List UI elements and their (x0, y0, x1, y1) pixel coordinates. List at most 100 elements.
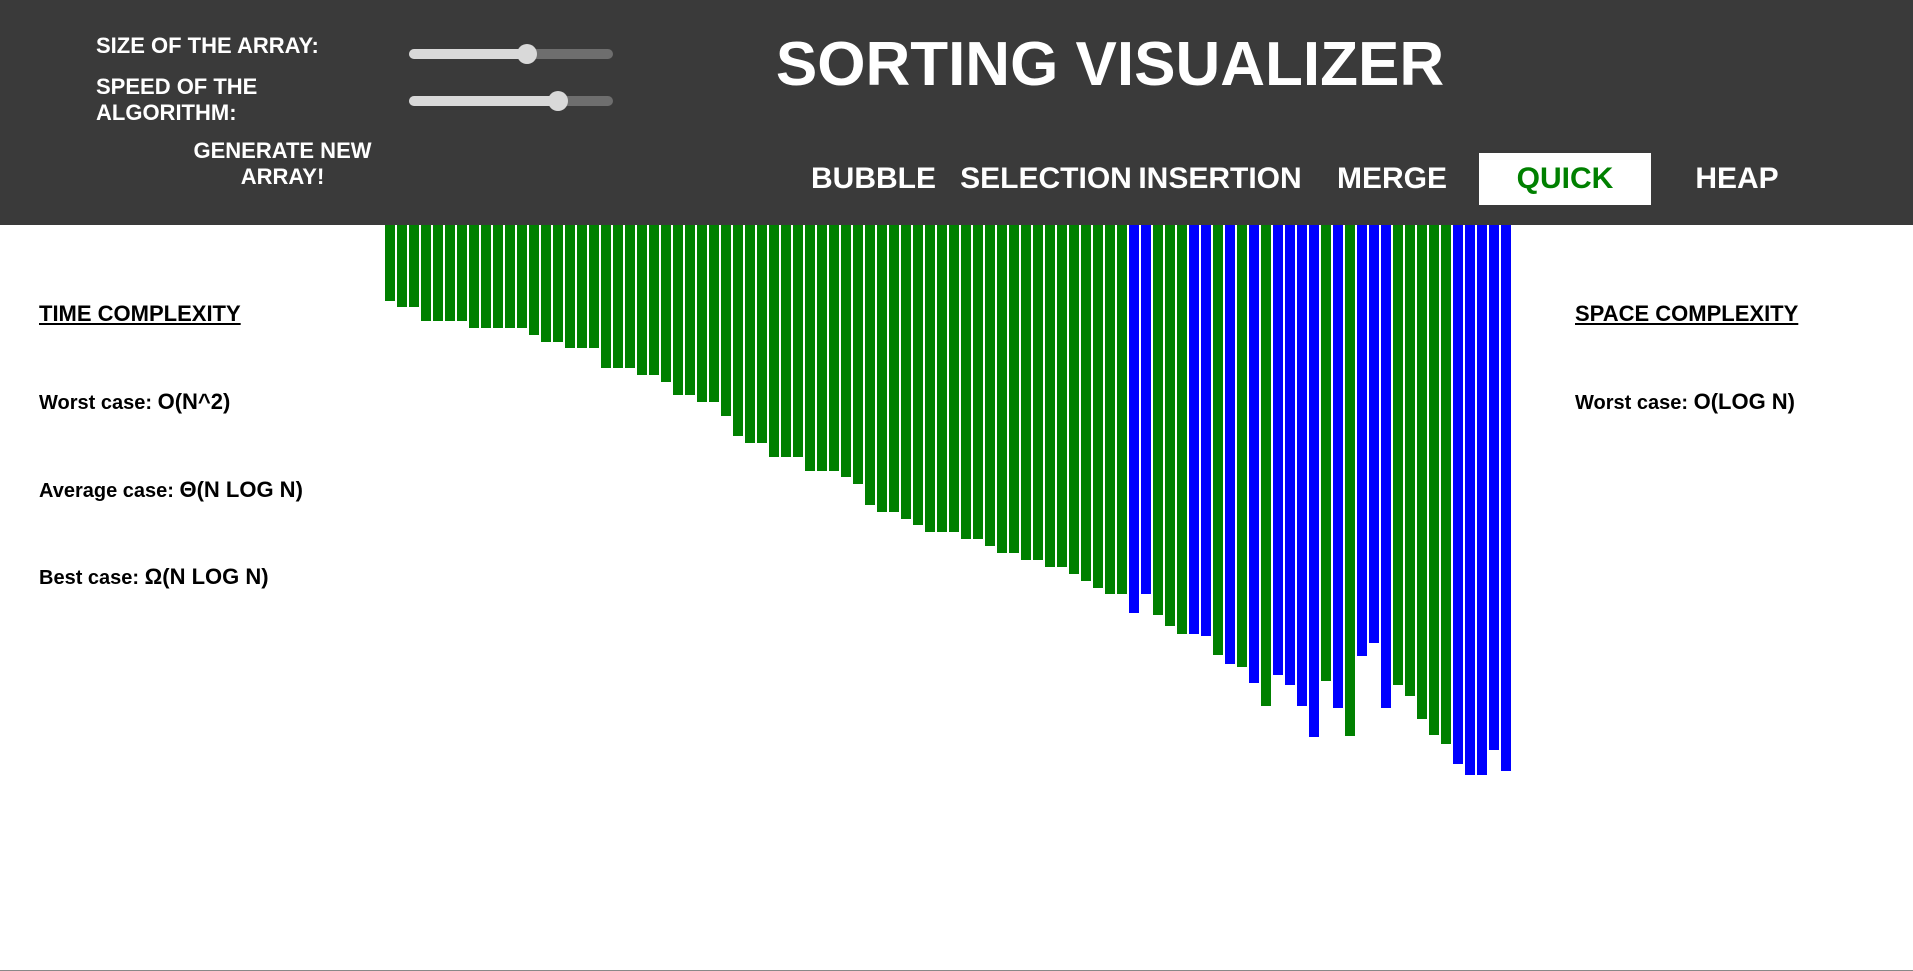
array-bar (1237, 225, 1247, 667)
slider-fill (409, 49, 528, 59)
slider-thumb[interactable] (517, 44, 538, 64)
array-bar (1177, 225, 1187, 634)
slider-fill (409, 96, 558, 106)
array-bar (1105, 225, 1115, 594)
array-bar (397, 225, 407, 307)
array-bar (1429, 225, 1439, 735)
algorithm-speed-slider[interactable] (409, 91, 613, 111)
array-bar (709, 225, 719, 402)
array-bar (589, 225, 599, 348)
array-bar (877, 225, 887, 512)
array-bar (517, 225, 527, 328)
array-bar (1417, 225, 1427, 719)
array-bar (661, 225, 671, 382)
speed-label: SPEED OF THE ALGORITHM: (96, 74, 257, 126)
heap-sort-button[interactable]: HEAP (1695, 162, 1779, 195)
array-bar (805, 225, 815, 471)
array-bar (1501, 225, 1511, 771)
array-bar (529, 225, 539, 335)
array-bar (637, 225, 647, 375)
size-label: SIZE OF THE ARRAY: (96, 33, 319, 58)
array-bar (1189, 225, 1199, 634)
array-bar (1009, 225, 1019, 553)
array-bar (1165, 225, 1175, 626)
array-bar (649, 225, 659, 375)
header-bar: SIZE OF THE ARRAY: SPEED OF THE ALGORITH… (0, 0, 1913, 225)
array-bar (841, 225, 851, 477)
generate-label-line1: GENERATE NEW (193, 138, 372, 163)
slider-thumb[interactable] (547, 91, 568, 111)
worst-case-value: O(N^2) (157, 389, 231, 414)
array-bar (961, 225, 971, 539)
average-case-label: Average case: (39, 480, 174, 502)
space-worst-case-value: O(LOG N) (1693, 389, 1796, 414)
time-worst-case: Worst case: O(N^2) (39, 389, 230, 415)
insertion-sort-button[interactable]: INSERTION (1138, 162, 1302, 195)
array-bar (1249, 225, 1259, 683)
array-bar (1345, 225, 1355, 736)
array-bar (469, 225, 479, 328)
array-bar (1117, 225, 1127, 594)
array-bar (733, 225, 743, 436)
array-bar (781, 225, 791, 457)
array-bar (901, 225, 911, 519)
array-bar (829, 225, 839, 471)
space-complexity-heading: SPACE COMPLEXITY (1575, 301, 1799, 326)
array-bar (1261, 225, 1271, 706)
array-bar (949, 225, 959, 532)
array-bar (793, 225, 803, 457)
speed-label-line1: SPEED OF THE (96, 74, 258, 99)
array-bar (1369, 225, 1379, 643)
merge-sort-button[interactable]: MERGE (1336, 162, 1447, 195)
array-bar (1441, 225, 1451, 744)
array-bar (1321, 225, 1331, 681)
average-case-value: Θ(N LOG N) (179, 477, 303, 502)
array-bar (613, 225, 623, 368)
array-bar (745, 225, 755, 443)
array-bar (1297, 225, 1307, 706)
array-bar (1465, 225, 1475, 775)
array-bar (565, 225, 575, 348)
array-bar (1045, 225, 1055, 567)
array-bar (1393, 225, 1403, 685)
array-bar (481, 225, 491, 328)
space-worst-case: Worst case: O(LOG N) (1575, 389, 1795, 415)
array-bar (1333, 225, 1343, 708)
time-best-case: Best case: Ω(N LOG N) (39, 564, 269, 590)
speed-label-line2: ALGORITHM: (96, 100, 237, 125)
bubble-sort-button[interactable]: BUBBLE (811, 162, 936, 195)
generate-label-line2: ARRAY! (240, 164, 325, 189)
array-bar (853, 225, 863, 484)
array-bar (697, 225, 707, 402)
array-bar (493, 225, 503, 328)
generate-new-array-button[interactable]: GENERATE NEW ARRAY! (180, 138, 385, 190)
best-case-value: Ω(N LOG N) (144, 564, 269, 589)
array-bar (421, 225, 431, 321)
array-bar (433, 225, 443, 321)
array-bar (769, 225, 779, 457)
array-bar (985, 225, 995, 546)
array-size-slider[interactable] (409, 44, 613, 64)
array-bar (1225, 225, 1235, 664)
array-bar (1357, 225, 1367, 656)
array-bar (625, 225, 635, 368)
array-bar (1381, 225, 1391, 708)
time-average-case: Average case: Θ(N LOG N) (39, 477, 303, 503)
array-bar (721, 225, 731, 416)
array-bar (1273, 225, 1283, 675)
array-bar (1489, 225, 1499, 750)
array-bar (913, 225, 923, 525)
array-bar (1453, 225, 1463, 764)
array-bar (997, 225, 1007, 553)
selection-sort-button[interactable]: SELECTION (960, 162, 1132, 195)
array-bar (505, 225, 515, 328)
array-bar (577, 225, 587, 348)
array-bar (1309, 225, 1319, 737)
array-bar (925, 225, 935, 532)
array-bars (0, 225, 1913, 971)
array-bar (445, 225, 455, 321)
quick-sort-button[interactable]: QUICK (1479, 153, 1651, 205)
array-bar (1285, 225, 1295, 685)
array-bar (937, 225, 947, 532)
array-bar (1405, 225, 1415, 696)
